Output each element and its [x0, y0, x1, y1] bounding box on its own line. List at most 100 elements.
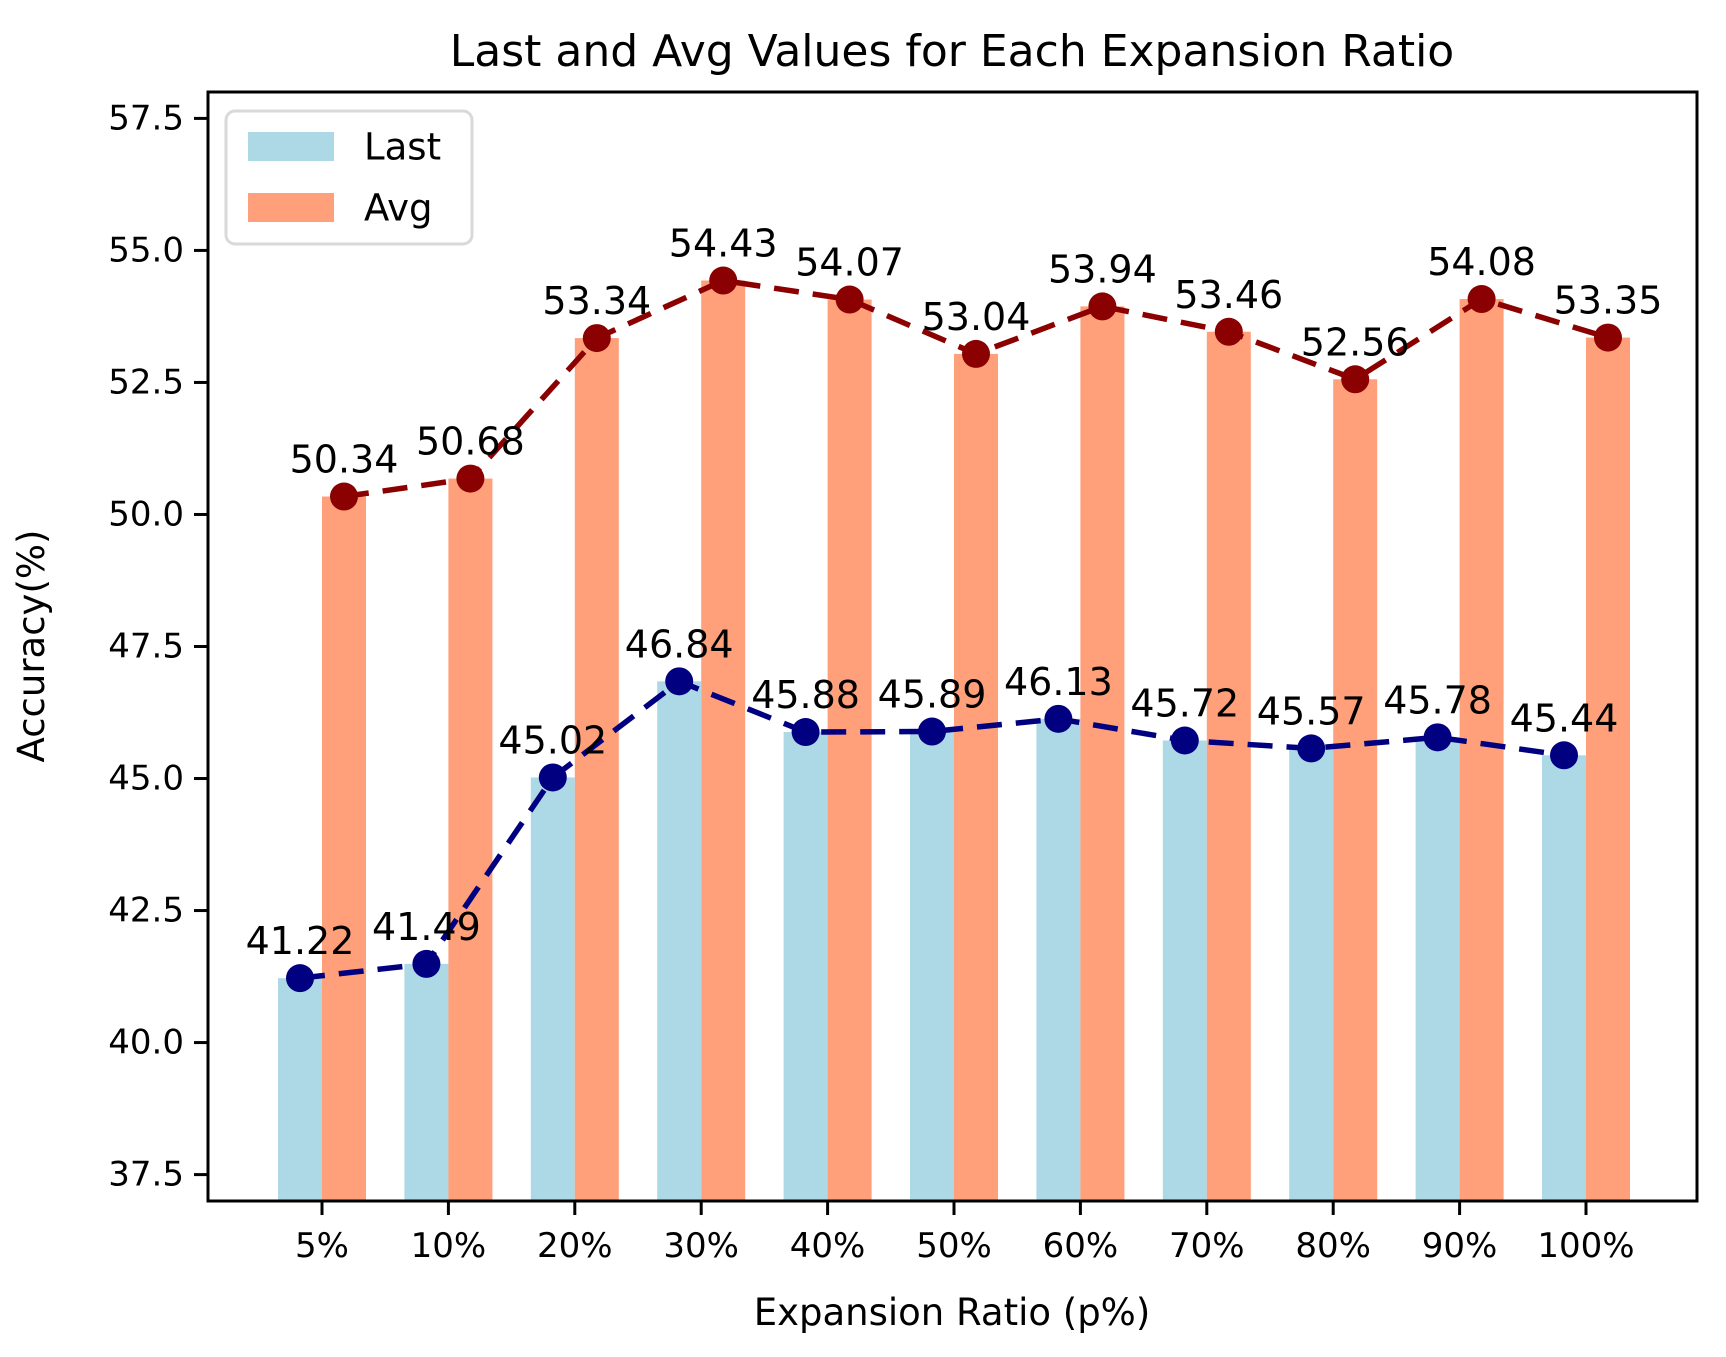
x-tick-label: 80% — [1295, 1226, 1371, 1266]
y-tick-label: 55.0 — [108, 230, 184, 270]
avg-marker-40% — [835, 285, 864, 314]
avg-value-label-20%: 53.34 — [542, 279, 651, 323]
last-value-label-10%: 41.49 — [372, 905, 481, 949]
last-marker-90% — [1423, 723, 1452, 752]
bar-last-30% — [657, 681, 702, 1201]
last-value-label-30%: 46.84 — [625, 622, 734, 666]
avg-value-label-70%: 53.46 — [1174, 273, 1283, 317]
bar-last-100% — [1542, 755, 1586, 1201]
avg-markers — [330, 266, 1622, 511]
last-value-label-20%: 45.02 — [498, 718, 607, 762]
x-tick-label: 100% — [1537, 1226, 1634, 1266]
avg-marker-5% — [330, 482, 358, 511]
avg-marker-60% — [1088, 292, 1117, 321]
bar-avg-40% — [827, 299, 872, 1201]
y-tick-label: 50.0 — [108, 494, 184, 534]
legend-swatch-last — [248, 132, 334, 161]
bar-last-20% — [530, 777, 575, 1201]
x-tick-label: 60% — [1043, 1226, 1119, 1266]
bar-avg-70% — [1206, 331, 1251, 1201]
bar-avg-90% — [1459, 299, 1504, 1202]
last-value-label-5%: 41.22 — [246, 919, 355, 963]
y-tick-label: 45.0 — [108, 759, 184, 799]
bar-avg-5% — [322, 496, 366, 1201]
last-value-label-70%: 45.72 — [1130, 682, 1239, 726]
legend-label-avg: Avg — [364, 187, 433, 230]
avg-marker-20% — [582, 324, 611, 353]
avg-value-labels: 50.34 50.68 53.34 54.43 54.07 53.04 53.94 53.46… — [290, 222, 1663, 482]
bar-last-90% — [1415, 737, 1460, 1201]
chart-title: Last and Avg Values for Each Expansion R… — [450, 26, 1454, 77]
chart-layers: 37.5 40.0 42.5 45.0 47.5 50.0 52.5 55.0 57.5 5% 10… — [108, 90, 1699, 1266]
last-marker-5% — [286, 964, 314, 993]
avg-value-label-90%: 54.08 — [1427, 240, 1536, 284]
last-marker-30% — [665, 667, 694, 696]
bar-last-40% — [783, 732, 828, 1201]
x-axis-ticks: 5% 10% 20% 30% 40% 50% 60% 70% 80% 90% 100% — [295, 1201, 1635, 1266]
last-marker-60% — [1044, 704, 1073, 733]
legend: Last Avg — [224, 109, 474, 246]
bar-avg-50% — [954, 353, 998, 1201]
last-value-labels: 41.22 41.49 45.02 46.84 45.88 45.89 46.13 45.72… — [246, 622, 1619, 963]
x-tick-label: 90% — [1422, 1226, 1498, 1266]
bar-avg-10% — [448, 478, 493, 1202]
legend-swatch-avg — [248, 193, 334, 222]
y-axis-ticks: 37.5 40.0 42.5 45.0 47.5 50.0 52.5 55.0 57.5 — [108, 98, 208, 1195]
last-marker-100% — [1550, 741, 1578, 770]
legend-label-last: Last — [364, 126, 441, 169]
x-tick-label: 5% — [295, 1226, 349, 1266]
avg-value-label-60%: 53.94 — [1048, 247, 1157, 291]
x-tick-label: 70% — [1169, 1226, 1245, 1266]
last-marker-50% — [918, 717, 946, 746]
bar-last-10% — [404, 963, 449, 1201]
avg-value-label-80%: 52.56 — [1301, 320, 1410, 364]
x-tick-label: 10% — [411, 1226, 487, 1266]
last-value-label-50%: 45.89 — [878, 673, 987, 717]
last-value-label-60%: 46.13 — [1004, 660, 1113, 704]
y-tick-label: 42.5 — [108, 891, 184, 931]
x-tick-label: 40% — [790, 1226, 866, 1266]
x-axis-label: Expansion Ratio (p%) — [754, 1291, 1151, 1334]
last-line — [299, 678, 1565, 981]
last-marker-80% — [1297, 734, 1326, 763]
bar-last-50% — [910, 731, 954, 1201]
bar-avg-20% — [574, 338, 619, 1201]
last-marker-40% — [791, 718, 820, 747]
x-tick-label: 50% — [916, 1226, 992, 1266]
last-value-label-40%: 45.88 — [751, 673, 860, 717]
bar-avg-30% — [701, 280, 746, 1201]
bar-last-60% — [1036, 718, 1081, 1201]
bar-last-80% — [1289, 748, 1334, 1201]
avg-value-label-50%: 53.04 — [922, 295, 1031, 339]
y-tick-label: 52.5 — [108, 362, 184, 402]
x-tick-label: 20% — [537, 1226, 613, 1266]
avg-value-label-10%: 50.68 — [416, 420, 525, 464]
last-value-label-80%: 45.57 — [1257, 689, 1366, 733]
avg-marker-100% — [1594, 323, 1622, 352]
avg-marker-10% — [456, 464, 485, 493]
bar-avg-80% — [1333, 379, 1378, 1201]
last-value-label-90%: 45.78 — [1383, 678, 1492, 722]
last-marker-70% — [1170, 726, 1199, 755]
bar-avg-100% — [1586, 337, 1630, 1201]
y-tick-label: 40.0 — [108, 1023, 184, 1063]
bar-last-5% — [278, 978, 322, 1201]
last-marker-10% — [412, 949, 441, 978]
y-tick-label: 47.5 — [108, 627, 184, 667]
avg-marker-70% — [1214, 317, 1243, 346]
avg-marker-30% — [709, 266, 738, 295]
x-tick-label: 30% — [663, 1226, 739, 1266]
bars-layer — [278, 280, 1630, 1202]
y-tick-label: 37.5 — [108, 1155, 184, 1195]
avg-value-label-5%: 50.34 — [290, 438, 399, 482]
last-value-label-100%: 45.44 — [1510, 696, 1619, 740]
last-markers — [286, 667, 1578, 993]
y-axis-label: Accuracy(%) — [10, 530, 53, 763]
avg-value-label-100%: 53.35 — [1554, 279, 1663, 323]
avg-marker-90% — [1467, 285, 1496, 314]
bar-last-70% — [1162, 740, 1207, 1201]
avg-marker-50% — [962, 339, 990, 368]
last-marker-20% — [538, 763, 567, 792]
